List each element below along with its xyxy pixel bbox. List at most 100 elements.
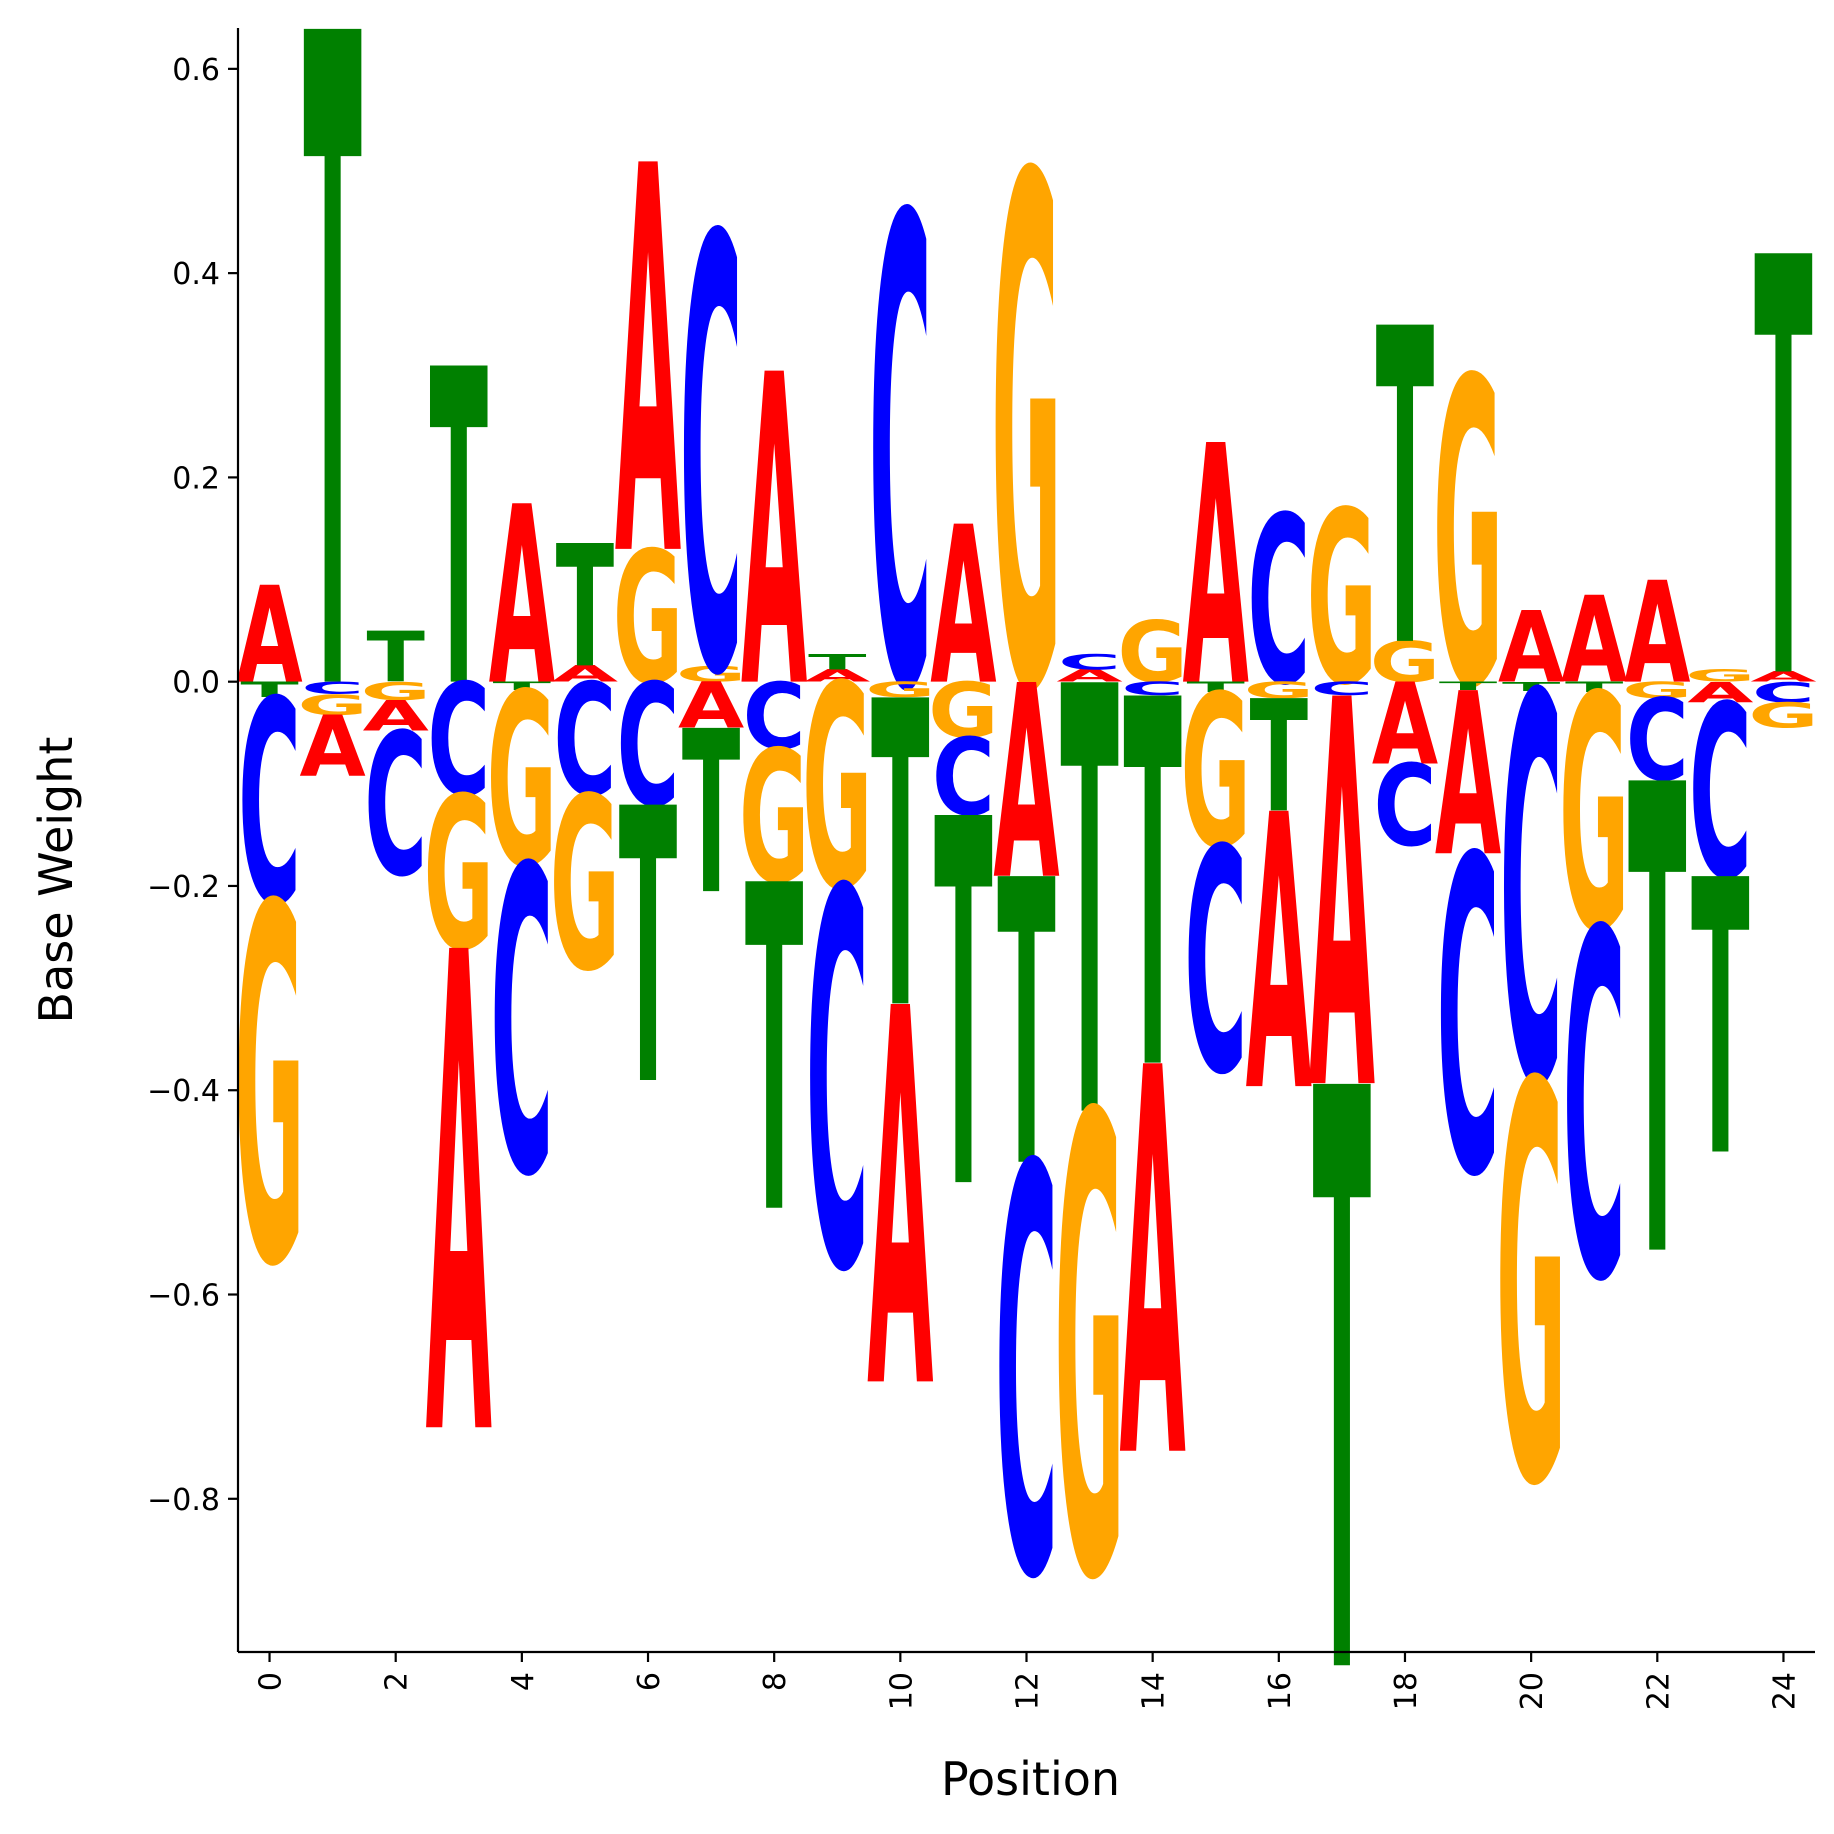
- logo-letter-g-pos-2: G: [361, 677, 431, 707]
- x-tick-label: 6: [632, 1672, 667, 1691]
- logo-letter-t-pos-12: T: [997, 798, 1056, 1254]
- logo-letter-a-pos-3: A: [426, 817, 493, 1583]
- logo-letter-c-pos-15: C: [1184, 785, 1247, 1143]
- logo-letter-t-pos-13: T: [1060, 566, 1119, 1250]
- logo-letter-g-pos-23: G: [1685, 666, 1755, 686]
- logo-letter-a-pos-22: A: [1624, 553, 1690, 716]
- logo-letter-g-pos-11: G: [928, 668, 998, 756]
- logo-letter-t-pos-2: T: [367, 617, 425, 698]
- logo-letters-layer: ATCGTCGATGACTCGAATGCATCGGACTGCATACGTATGC…: [234, 0, 1818, 1834]
- logo-letter-t-pos-21: T: [1565, 679, 1624, 695]
- logo-letter-g-pos-18: G: [1370, 631, 1440, 696]
- logo-letter-c-pos-18: C: [1374, 743, 1437, 872]
- y-tick-label: −0.2: [147, 870, 220, 905]
- logo-letter-g-pos-12: G: [991, 32, 1061, 848]
- logo-letter-t-pos-5: T: [556, 510, 614, 705]
- logo-letter-c-pos-20: C: [1500, 586, 1563, 1205]
- x-tick-label: 24: [1767, 1672, 1802, 1710]
- logo-letter-a-pos-17: A: [1309, 590, 1376, 1209]
- x-tick-label: 2: [380, 1672, 415, 1691]
- logo-letter-g-pos-21: G: [1559, 628, 1629, 1004]
- logo-letter-c-pos-21: C: [1563, 833, 1626, 1387]
- logo-letter-g-pos-24: G: [1748, 696, 1818, 737]
- logo-letter-t-pos-20: T: [1502, 679, 1561, 694]
- logo-letter-a-pos-19: A: [1435, 646, 1501, 906]
- logo-letter-g-pos-8: G: [739, 712, 809, 924]
- logo-letter-g-pos-9: G: [802, 626, 872, 952]
- logo-letter-a-pos-24: A: [1750, 669, 1817, 685]
- logo-letter-g-pos-5: G: [550, 748, 620, 1025]
- logo-letter-a-pos-14: A: [1120, 958, 1187, 1577]
- logo-letter-a-pos-8: A: [741, 285, 808, 783]
- x-tick-label: 18: [1389, 1672, 1424, 1710]
- logo-letter-t-pos-7: T: [682, 684, 740, 944]
- logo-letter-c-pos-14: C: [1121, 678, 1184, 699]
- x-tick-label: 22: [1641, 1672, 1676, 1710]
- logo-letter-t-pos-14: T: [1123, 597, 1182, 1183]
- logo-letter-c-pos-22: C: [1626, 678, 1689, 807]
- y-tick-label: −0.6: [147, 1279, 220, 1314]
- y-axis-title: Base Weight: [29, 737, 83, 1024]
- logo-letter-a-pos-15: A: [1183, 376, 1249, 759]
- logo-letter-c-pos-9: C: [806, 784, 869, 1387]
- x-ticks: 0 2 4 6 8 10 12 14 16 18 20 22 24: [254, 1652, 1802, 1710]
- x-tick-label: 8: [758, 1672, 793, 1691]
- logo-letter-g-pos-3: G: [424, 752, 494, 997]
- y-tick-label: 0.0: [172, 666, 220, 701]
- logo-letter-c-pos-23: C: [1689, 656, 1752, 933]
- logo-letter-a-pos-13: A: [1056, 666, 1123, 686]
- x-tick-label: 20: [1515, 1672, 1550, 1710]
- logo-letter-c-pos-8: C: [743, 664, 806, 770]
- logo-letter-t-pos-9: T: [808, 650, 867, 675]
- logo-letter-c-pos-10: C: [869, 86, 932, 835]
- logo-letter-t-pos-16: T: [1250, 668, 1308, 847]
- logo-letter-t-pos-17: T: [1313, 926, 1372, 1834]
- logo-letter-a-pos-18: A: [1372, 661, 1438, 790]
- logo-letter-a-pos-7: A: [678, 669, 744, 743]
- x-tick-label: 10: [884, 1672, 919, 1710]
- logo-letter-t-pos-22: T: [1628, 654, 1687, 1403]
- logo-letter-t-pos-18: T: [1376, 238, 1435, 743]
- logo-letter-c-pos-24: C: [1752, 677, 1815, 710]
- logo-letter-a-pos-0: A: [236, 559, 302, 714]
- x-tick-label: 0: [254, 1672, 289, 1691]
- logo-letter-g-pos-17: G: [1307, 462, 1377, 739]
- logo-letter-c-pos-13: C: [1058, 650, 1121, 675]
- logo-letter-a-pos-5: A: [552, 661, 619, 687]
- logo-letter-g-pos-6: G: [613, 513, 683, 725]
- logo-letter-g-pos-4: G: [487, 644, 557, 921]
- x-axis-title: Position: [941, 1752, 1120, 1806]
- logo-letter-g-pos-0: G: [234, 805, 304, 1375]
- logo-letter-a-pos-20: A: [1498, 591, 1564, 705]
- logo-letter-a-pos-16: A: [1246, 736, 1313, 1176]
- logo-letter-g-pos-15: G: [1181, 650, 1251, 895]
- logo-letter-t-pos-8: T: [745, 794, 804, 1315]
- logo-letter-a-pos-6: A: [615, 56, 682, 675]
- logo-letter-a-pos-9: A: [804, 666, 871, 686]
- logo-letter-a-pos-10: A: [867, 901, 934, 1504]
- x-tick-label: 12: [1011, 1672, 1046, 1710]
- logo-letter-a-pos-21: A: [1561, 573, 1627, 711]
- logo-letter-c-pos-12: C: [995, 1052, 1058, 1703]
- logo-letter-g-pos-7: G: [676, 662, 746, 687]
- logo-letter-a-pos-12: A: [993, 629, 1059, 939]
- logo-letter-g-pos-10: G: [865, 677, 935, 702]
- logo-letter-t-pos-11: T: [934, 716, 993, 1302]
- logo-letter-c-pos-11: C: [932, 715, 995, 839]
- logo-letter-g-pos-22: G: [1622, 677, 1692, 703]
- logo-letter-a-pos-2: A: [363, 691, 429, 740]
- logo-letter-t-pos-6: T: [619, 730, 678, 1170]
- logo-letter-c-pos-1: C: [301, 678, 364, 698]
- y-tick-label: 0.4: [172, 257, 220, 292]
- logo-letter-c-pos-3: C: [427, 652, 490, 831]
- logo-letter-t-pos-19: T: [1439, 680, 1498, 693]
- y-ticks: 0.6 0.4 0.2 0.0 −0.2 −0.4 −0.6 −0.8: [147, 53, 238, 1518]
- y-tick-label: −0.4: [147, 1074, 220, 1109]
- logo-letter-g-pos-16: G: [1244, 677, 1314, 703]
- logo-letter-a-pos-11: A: [930, 480, 996, 733]
- logo-letter-c-pos-19: C: [1437, 768, 1500, 1273]
- logo-letter-t-pos-0: T: [240, 677, 299, 702]
- y-tick-label: 0.2: [172, 461, 220, 496]
